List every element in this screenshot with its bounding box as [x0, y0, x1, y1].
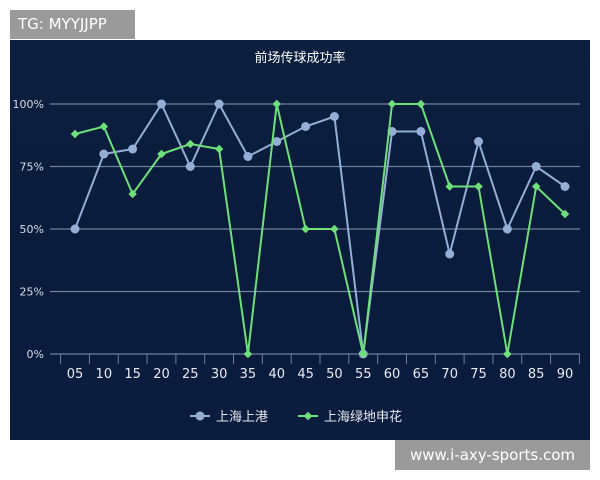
data-point — [70, 224, 80, 234]
overlay-tag: TG: MYYJJPP — [10, 10, 135, 39]
x-tick-label: 80 — [499, 367, 516, 382]
y-tick-label: 75% — [20, 161, 44, 174]
data-point — [301, 122, 311, 131]
data-point — [99, 122, 109, 131]
x-tick-label: 30 — [211, 367, 228, 382]
data-point — [503, 349, 512, 359]
legend-label: 上海绿地申花 — [324, 409, 402, 425]
series-line — [74, 103, 566, 355]
x-tick-label: 65 — [413, 367, 430, 382]
data-point — [128, 144, 138, 154]
series-line — [74, 101, 566, 355]
legend-marker — [303, 411, 313, 421]
y-tick-label: 0% — [27, 348, 44, 361]
data-point — [416, 99, 426, 109]
data-point — [272, 99, 282, 109]
data-point — [502, 224, 512, 234]
legend-marker — [195, 411, 205, 421]
x-tick-label: 10 — [96, 367, 113, 382]
legend-label: 上海上港 — [216, 410, 268, 425]
x-tick-label: 50 — [326, 367, 343, 382]
data-point — [474, 182, 483, 191]
x-tick-label: 70 — [441, 367, 458, 382]
data-point — [214, 99, 224, 109]
data-point — [445, 182, 454, 191]
data-point — [272, 137, 282, 146]
x-tick-label: 75 — [470, 367, 487, 382]
data-point — [157, 149, 166, 159]
x-tick-label: 90 — [557, 367, 574, 382]
data-point — [156, 99, 166, 109]
x-tick-label: 45 — [297, 367, 314, 382]
data-point — [186, 139, 195, 149]
data-point — [185, 162, 195, 171]
data-point — [243, 349, 253, 359]
y-tick-label: 100% — [13, 98, 44, 111]
x-tick-label: 55 — [355, 367, 372, 382]
data-point — [416, 127, 426, 136]
y-tick-label: 25% — [20, 286, 44, 299]
chart-title: 前场传球成功率 — [254, 50, 345, 66]
watermark: www.i-axy-sports.com — [395, 440, 590, 470]
x-tick-label: 25 — [182, 367, 199, 382]
data-point — [243, 152, 253, 161]
x-tick-label: 05 — [67, 367, 84, 382]
y-tick-label: 50% — [20, 223, 44, 236]
chart-panel — [10, 40, 590, 440]
data-point — [99, 149, 109, 159]
x-tick-label: 40 — [268, 367, 285, 382]
data-point — [531, 162, 541, 171]
x-tick-label: 35 — [240, 367, 257, 382]
data-point — [474, 137, 484, 146]
data-point — [301, 224, 310, 234]
data-point — [358, 349, 368, 359]
x-tick-label: 15 — [124, 367, 141, 382]
data-point — [128, 189, 137, 199]
data-point — [329, 112, 339, 121]
data-point — [214, 144, 224, 154]
x-tick-label: 20 — [153, 367, 170, 382]
x-tick-label: 85 — [528, 367, 545, 382]
data-point — [445, 249, 455, 259]
data-point — [70, 129, 80, 139]
data-point — [560, 182, 570, 191]
data-point — [387, 99, 397, 109]
data-point — [330, 224, 339, 234]
x-tick-label: 60 — [384, 367, 401, 382]
